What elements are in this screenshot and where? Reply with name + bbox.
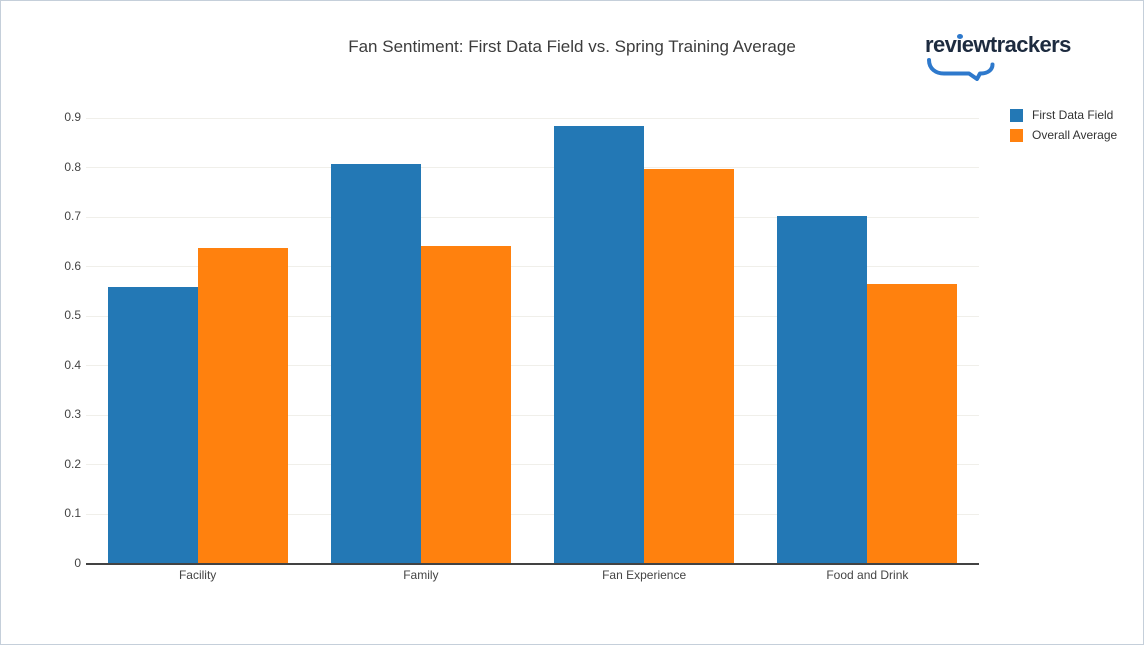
gridline [86, 216, 979, 218]
bar-first-data-field[interactable] [554, 126, 645, 564]
gridline [86, 167, 979, 169]
gridline [86, 266, 979, 268]
legend: First Data Field Overall Average [1010, 108, 1142, 148]
bar-first-data-field[interactable] [777, 216, 868, 564]
x-tick-label: Fan Experience [602, 568, 687, 582]
logo-swoosh-icon [927, 58, 995, 81]
plot-area [86, 117, 979, 565]
bar-overall-average[interactable] [867, 284, 958, 564]
logo-text: reviewtrackers [925, 32, 1071, 57]
legend-item-overall-average[interactable]: Overall Average [1010, 128, 1142, 142]
y-tick-label: 0.2 [64, 456, 81, 471]
bar-first-data-field[interactable] [330, 164, 421, 564]
y-tick-label: 0.3 [64, 407, 81, 422]
legend-label: First Data Field [1032, 108, 1114, 122]
y-tick-label: 0.6 [64, 258, 81, 273]
y-tick-label: 0.1 [64, 506, 81, 521]
legend-swatch-icon [1010, 108, 1023, 122]
gridline [86, 513, 979, 515]
x-tick-label: Facility [178, 568, 217, 582]
gridline [86, 117, 979, 119]
bar-overall-average[interactable] [644, 168, 735, 564]
x-tick-label: Food and Drink [826, 568, 909, 582]
gridline [86, 365, 979, 367]
x-axis-labels: Facility Family Fan Experience Food and Dri… [86, 568, 979, 588]
y-axis-labels: 0 0.1 0.2 0.3 0.4 0.5 0.6 0.7 0.8 0.9 [1, 110, 81, 570]
legend-label: Overall Average [1032, 128, 1118, 142]
x-tick-label: Family [403, 568, 439, 582]
bar-overall-average[interactable] [420, 246, 511, 564]
y-tick-label: 0.5 [64, 308, 81, 323]
y-tick-label: 0 [74, 556, 81, 570]
chart-title: Fan Sentiment: First Data Field vs. Spri… [348, 37, 796, 56]
legend-item-first-data-field[interactable]: First Data Field [1010, 108, 1142, 122]
logo-i-dot [957, 34, 963, 39]
y-tick-label: 0.9 [64, 110, 81, 124]
x-axis-line [86, 563, 979, 565]
bar-overall-average[interactable] [197, 247, 288, 564]
gridline [86, 315, 979, 317]
reviewtrackers-logo: reviewtrackers [925, 32, 1085, 82]
gridline [86, 414, 979, 416]
gridline [86, 464, 979, 466]
legend-swatch-icon [1010, 128, 1023, 142]
y-tick-label: 0.4 [64, 357, 81, 372]
bar-first-data-field[interactable] [107, 286, 198, 564]
y-tick-label: 0.7 [64, 209, 81, 224]
y-tick-label: 0.8 [64, 159, 81, 174]
